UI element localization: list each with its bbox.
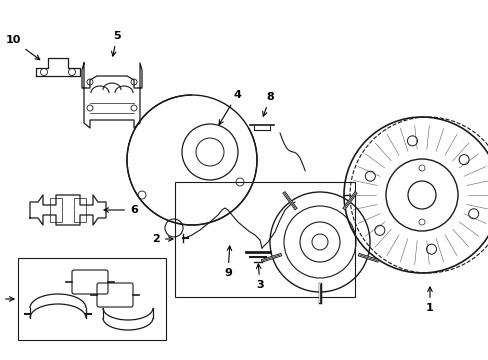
Bar <box>74 198 86 222</box>
Text: 5: 5 <box>111 31 121 56</box>
Text: 3: 3 <box>256 264 263 290</box>
Bar <box>50 198 62 222</box>
Text: 8: 8 <box>262 92 273 116</box>
Bar <box>175 182 354 297</box>
Text: 10: 10 <box>5 35 40 60</box>
Bar <box>18 258 165 340</box>
Text: 6: 6 <box>104 205 138 215</box>
Text: 7: 7 <box>0 294 14 304</box>
Text: 1: 1 <box>425 287 433 313</box>
Text: 4: 4 <box>219 90 241 125</box>
Text: 2: 2 <box>152 234 173 244</box>
Text: 9: 9 <box>224 246 231 278</box>
